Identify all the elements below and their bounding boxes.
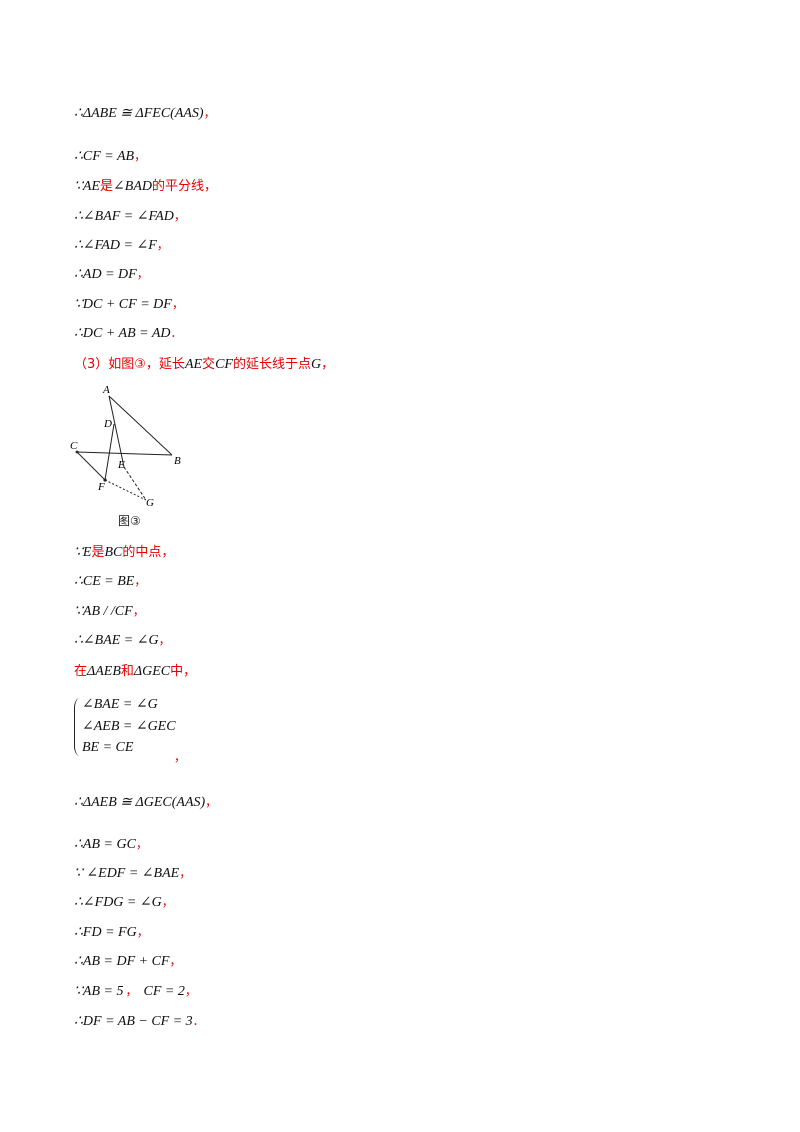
proof-line-4: ∴∠BAF = ∠FAD， [74,209,186,224]
label-g: G [146,497,154,509]
proof-line-17: ∵ ∠EDF = ∠BAE， [74,866,192,881]
proof-line-7: ∵DC + CF = DF， [74,297,184,312]
proof-line-8: ∴DC + AB = AD． [74,326,183,341]
segment-eg-dashed [123,466,147,501]
proof-line-15: ∴ΔAEB ≅ ΔGEC(AAS)， [74,795,218,810]
condition-3: BE = CE [82,740,134,755]
label-c: C [70,440,78,452]
segment-cf [76,451,106,481]
proof-line-3: ∵AE是∠BAD的平分线， [74,179,217,194]
label-a: A [102,384,110,396]
label-f: F [97,481,105,493]
geometry-figure-3: A D C E B F G [68,382,196,532]
proof-line-12: ∵AB / /CF， [74,604,145,619]
condition-1: ∠BAE = ∠G [82,697,158,712]
point-f [103,478,107,482]
proof-line-19: ∴FD = FG， [74,925,149,940]
proof-line-21: ∵AB = 5， CF = 2， [74,984,197,999]
proof-line-2: ∴CF = AB， [74,149,147,164]
figure-caption: 图③ [118,514,141,528]
point-c [75,450,79,454]
label-b: B [174,455,181,467]
proof-line-11: ∴CE = BE， [74,574,147,589]
segment-df [104,423,115,481]
part-3-heading: （3）如图③，延长AE交CF的延长线于点G， [74,357,335,372]
geometry-diagram: A D C E B F G [70,384,181,509]
proof-line-14: 在ΔAEB和ΔGEC中， [74,664,197,679]
segment-ab [108,395,173,456]
proof-line-20: ∴AB = DF + CF， [74,954,182,969]
proof-line-22: ∴DF = AB − CF = 3． [74,1014,205,1029]
label-e: E [117,459,125,471]
proof-line-1: ∴ΔABE ≅ ΔFEC(AAS)， [74,106,216,121]
left-brace [74,698,81,756]
condition-2: ∠AEB = ∠GEC [82,719,176,734]
label-d: D [103,418,112,430]
segment-ae [108,395,125,468]
proof-line-18: ∴∠FDG = ∠G， [74,895,174,910]
proof-line-13: ∴∠BAE = ∠G， [74,633,171,648]
proof-line-5: ∴∠FAD = ∠F， [74,238,169,253]
proof-line-16: ∴AB = GC， [74,837,148,852]
proof-line-6: ∴AD = DF， [74,267,149,282]
proof-line-10: ∵E是BC的中点， [74,545,175,560]
system-tail-comma: ， [174,750,187,764]
segment-cb [76,451,173,456]
